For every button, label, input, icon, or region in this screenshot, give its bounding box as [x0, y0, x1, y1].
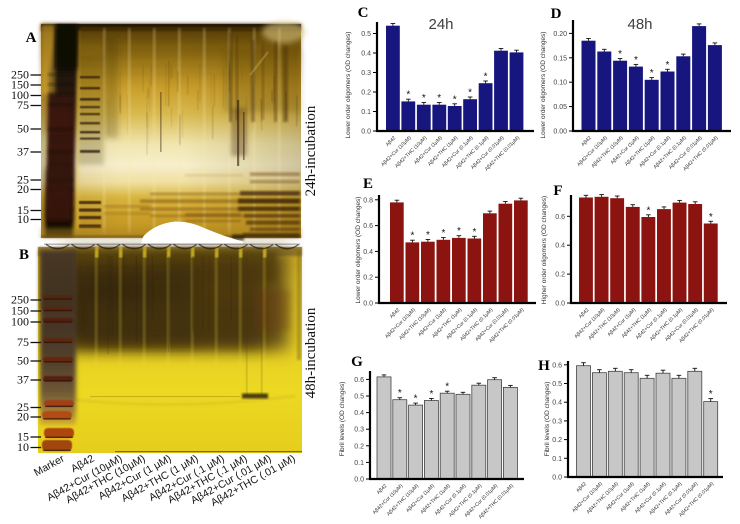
- svg-text:A: A: [26, 30, 37, 46]
- svg-text:0.3: 0.3: [552, 418, 562, 425]
- svg-text:100: 100: [11, 88, 29, 102]
- svg-text:0.4: 0.4: [552, 400, 562, 407]
- svg-text:*: *: [445, 382, 449, 393]
- svg-text:100: 100: [11, 315, 29, 329]
- svg-text:G: G: [351, 354, 363, 370]
- svg-text:20: 20: [17, 182, 29, 196]
- svg-text:*: *: [426, 230, 430, 241]
- svg-text:75: 75: [17, 98, 29, 112]
- svg-text:*: *: [398, 388, 402, 399]
- svg-text:Lower order oligomers (OD chan: Lower order oligomers (OD changes): [540, 32, 547, 139]
- svg-text:75: 75: [17, 335, 29, 349]
- svg-text:10: 10: [17, 212, 29, 226]
- svg-text:0.2: 0.2: [361, 90, 371, 97]
- svg-text:15: 15: [17, 203, 29, 217]
- svg-text:50: 50: [17, 354, 29, 368]
- svg-text:0.4: 0.4: [354, 410, 364, 417]
- svg-text:E: E: [363, 176, 373, 192]
- svg-text:37: 37: [17, 373, 29, 387]
- svg-text:37: 37: [17, 145, 29, 159]
- svg-text:F: F: [553, 183, 562, 199]
- svg-text:*: *: [406, 90, 410, 101]
- svg-text:0.3: 0.3: [361, 70, 371, 77]
- svg-text:0.2: 0.2: [552, 437, 562, 444]
- svg-text:*: *: [437, 93, 441, 104]
- svg-text:0.2: 0.2: [354, 443, 364, 450]
- svg-text:0.8: 0.8: [363, 197, 373, 204]
- svg-text:H: H: [538, 358, 550, 374]
- svg-text:*: *: [709, 212, 713, 223]
- svg-text:0.00: 0.00: [553, 129, 567, 136]
- svg-text:0.0: 0.0: [363, 301, 373, 308]
- svg-text:20: 20: [17, 410, 29, 424]
- svg-text:*: *: [634, 55, 638, 66]
- svg-text:*: *: [484, 72, 488, 83]
- svg-text:0.4: 0.4: [363, 249, 373, 256]
- svg-text:0.10: 0.10: [553, 80, 567, 87]
- svg-text:*: *: [666, 60, 670, 71]
- svg-text:0.0: 0.0: [361, 129, 371, 136]
- svg-text:0.0: 0.0: [552, 475, 562, 482]
- svg-text:0.4: 0.4: [361, 51, 371, 58]
- svg-text:*: *: [441, 228, 445, 239]
- svg-text:D: D: [551, 6, 562, 22]
- svg-text:*: *: [422, 93, 426, 104]
- svg-text:0.0: 0.0: [555, 301, 565, 308]
- svg-text:0.2: 0.2: [363, 275, 373, 282]
- svg-text:50: 50: [17, 122, 29, 136]
- svg-text:*: *: [457, 226, 461, 237]
- svg-text:25: 25: [17, 400, 29, 414]
- svg-text:Fibril levels (OD changes): Fibril levels (OD changes): [544, 382, 551, 457]
- svg-text:250: 250: [11, 68, 29, 82]
- svg-text:B: B: [19, 247, 29, 263]
- svg-text:0.6: 0.6: [555, 214, 565, 221]
- svg-text:0.3: 0.3: [354, 427, 364, 434]
- svg-text:0.20: 0.20: [553, 31, 567, 38]
- svg-text:15: 15: [17, 430, 29, 444]
- svg-text:0.5: 0.5: [361, 31, 371, 38]
- svg-text:150: 150: [11, 304, 29, 318]
- svg-text:0.2: 0.2: [555, 272, 565, 279]
- svg-text:0.1: 0.1: [552, 456, 562, 463]
- svg-text:0.6: 0.6: [363, 223, 373, 230]
- svg-text:0.05: 0.05: [553, 104, 567, 111]
- svg-text:Lower order oligomers (OD chan: Lower order oligomers (OD changes): [345, 32, 352, 139]
- svg-text:*: *: [410, 231, 414, 242]
- svg-text:*: *: [646, 205, 650, 216]
- svg-text:0.5: 0.5: [354, 394, 364, 401]
- svg-text:0.1: 0.1: [354, 460, 364, 467]
- svg-text:0.0: 0.0: [354, 477, 364, 484]
- svg-text:0.15: 0.15: [553, 55, 567, 62]
- svg-text:250: 250: [11, 293, 29, 307]
- svg-text:25: 25: [17, 173, 29, 187]
- svg-text:0.5: 0.5: [552, 381, 562, 388]
- svg-text:*: *: [468, 88, 472, 99]
- svg-text:0.6: 0.6: [354, 377, 364, 384]
- svg-text:48h: 48h: [627, 16, 652, 33]
- svg-text:*: *: [414, 394, 418, 405]
- svg-text:150: 150: [11, 78, 29, 92]
- svg-text:*: *: [472, 227, 476, 238]
- svg-text:10: 10: [17, 440, 29, 454]
- svg-text:*: *: [453, 94, 457, 105]
- svg-text:Higher order oligomers (OD cha: Higher order oligomers (OD changes): [541, 196, 548, 304]
- svg-text:48h-incubation: 48h-incubation: [303, 307, 319, 398]
- svg-text:Lower order oligomers (OD chan: Lower order oligomers (OD changes): [355, 197, 362, 304]
- svg-text:0.6: 0.6: [552, 362, 562, 369]
- svg-text:*: *: [650, 68, 654, 79]
- svg-text:C: C: [358, 5, 369, 21]
- svg-text:0.1: 0.1: [361, 109, 371, 116]
- svg-text:0.4: 0.4: [555, 243, 565, 250]
- svg-text:24h-incubation: 24h-incubation: [303, 105, 319, 196]
- svg-text:*: *: [429, 389, 433, 400]
- svg-text:Fibril levels (OD changes): Fibril levels (OD changes): [339, 382, 346, 457]
- svg-text:*: *: [709, 389, 713, 400]
- svg-text:*: *: [618, 49, 622, 60]
- svg-text:24h: 24h: [428, 16, 453, 33]
